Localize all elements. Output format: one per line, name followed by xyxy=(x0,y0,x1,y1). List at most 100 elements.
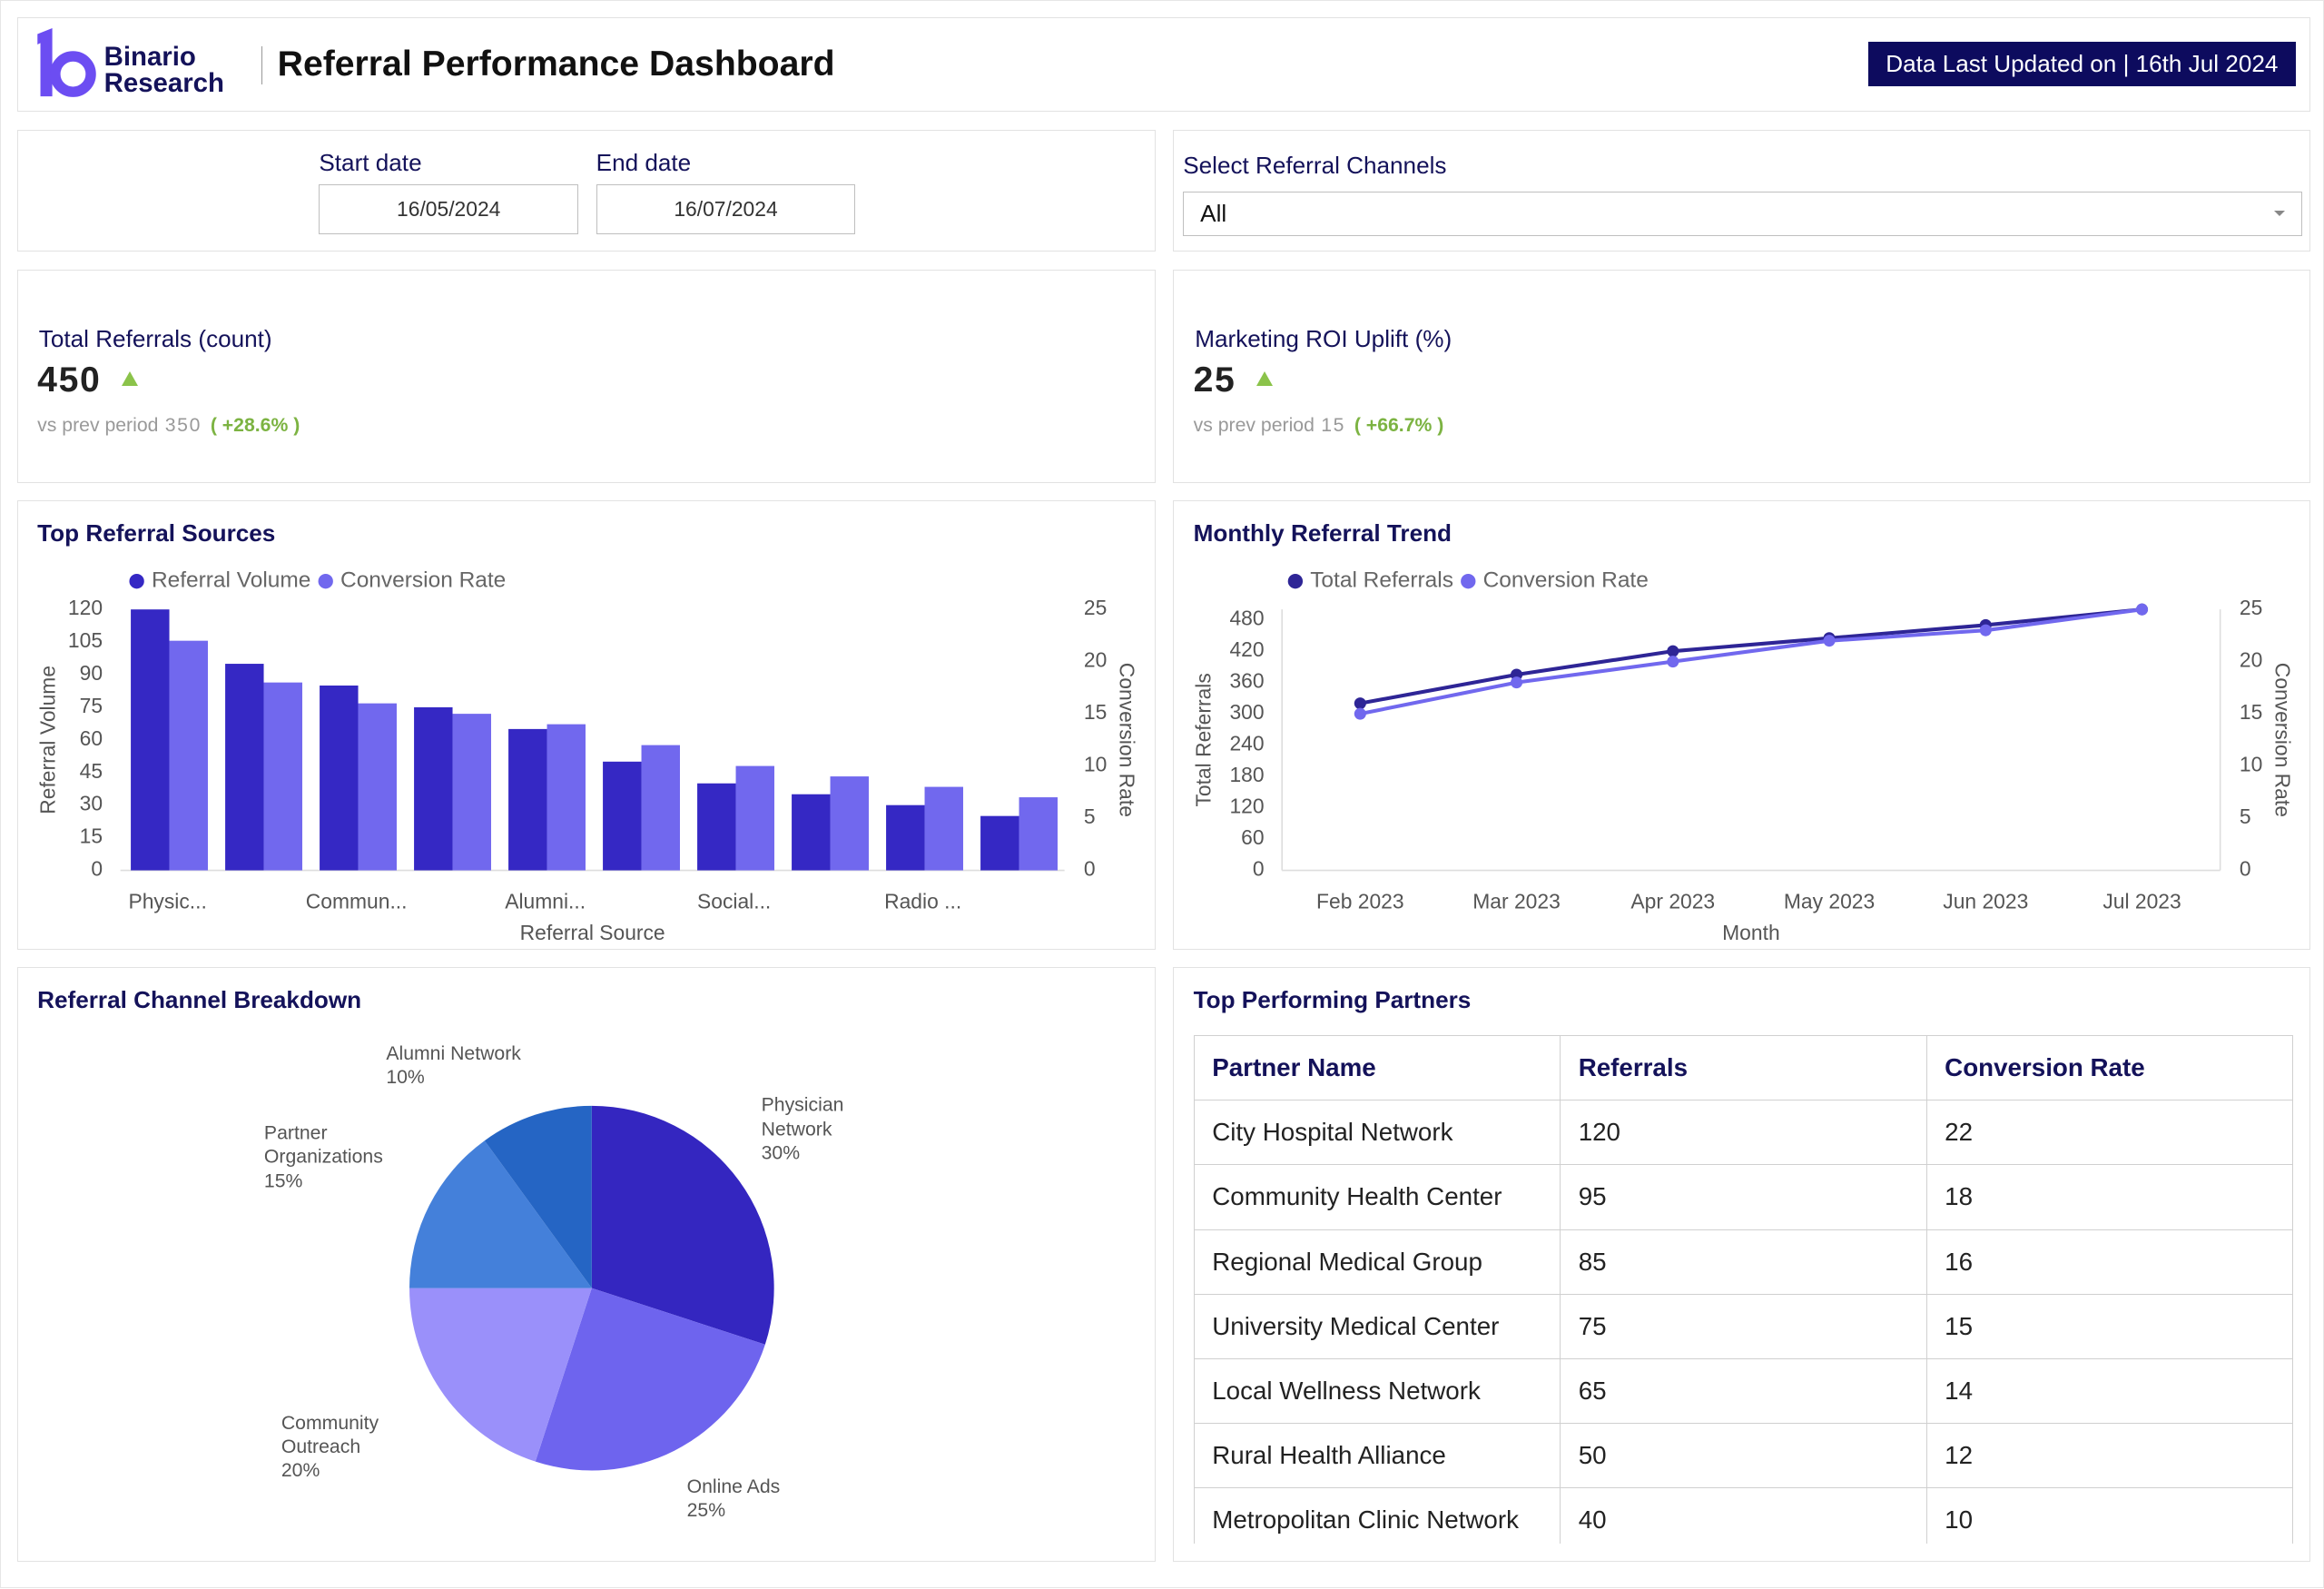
bar xyxy=(263,682,302,871)
y-tick-label: 120 xyxy=(1230,794,1265,818)
point xyxy=(1823,635,1836,647)
table-row: Regional Medical Group 85 16 xyxy=(1193,1229,2294,1295)
y2-tick-label: 25 xyxy=(2240,596,2262,619)
table-cell: University Medical Center xyxy=(1193,1293,1561,1359)
slice-label: Alumni Network 10% xyxy=(386,1041,527,1089)
bar xyxy=(320,686,359,871)
table-cell: 22 xyxy=(1925,1100,2294,1166)
x-axis-title: Referral Source xyxy=(520,921,665,944)
table-cell: Local Wellness Network xyxy=(1193,1357,1561,1425)
pie-slice xyxy=(535,1288,765,1471)
pie-slice xyxy=(591,1106,774,1346)
table-cell: 65 xyxy=(1560,1357,1927,1425)
slice-name: Physician Network xyxy=(761,1095,844,1140)
legend-label: Referral Volume xyxy=(152,568,310,593)
table-cell: 95 xyxy=(1560,1164,1927,1230)
pie-slice xyxy=(484,1106,592,1289)
kpi-compare: vs prev period 350 ( +28.6% ) xyxy=(37,410,300,438)
table-cell: 85 xyxy=(1560,1229,1927,1295)
channel-select[interactable]: All xyxy=(1183,191,2302,236)
x-tick-label: Feb 2023 xyxy=(1316,890,1404,913)
legend-marker xyxy=(129,574,144,589)
table-row: University Medical Center 75 15 xyxy=(1193,1293,2294,1359)
x-tick-label: Mar 2023 xyxy=(1473,890,1561,913)
filter-label: End date xyxy=(596,148,692,176)
bar xyxy=(225,664,264,871)
y-tick-label: 60 xyxy=(80,726,103,750)
table-row: Local Wellness Network 65 14 xyxy=(1193,1357,2294,1425)
table-cell: Community Health Center xyxy=(1193,1164,1561,1230)
point xyxy=(1511,676,1523,689)
logo-line: Binario xyxy=(103,41,196,72)
bar xyxy=(508,729,547,871)
chart-title: Referral Channel Breakdown xyxy=(37,986,362,1014)
kpi-prev: 350 xyxy=(164,414,202,436)
divider xyxy=(261,45,263,85)
y-tick-label: 240 xyxy=(1230,732,1265,755)
table-cell: 40 xyxy=(1560,1487,1927,1544)
bar xyxy=(697,783,736,871)
line xyxy=(1360,607,2143,716)
y-tick-label: 360 xyxy=(1230,669,1265,693)
table-cell: 75 xyxy=(1560,1293,1927,1359)
kpi-card: Total Referrals (count) 450 vs prev peri… xyxy=(16,269,1156,483)
bar xyxy=(830,776,869,871)
kpi-row: 25 xyxy=(1194,360,1274,400)
chart: 0 60 120 180 240 300 360 420 480 0 5 10 15 20 25 Feb 20… xyxy=(1192,568,2295,944)
bar xyxy=(735,765,774,871)
y-axis-title: Referral Volume xyxy=(35,666,59,814)
legend-marker xyxy=(1461,574,1476,589)
y-tick-label: 180 xyxy=(1230,763,1265,786)
kpi-compare: vs prev period 15 ( +66.7% ) xyxy=(1194,410,1444,438)
slice-name: Alumni Network xyxy=(386,1042,521,1064)
table-row: Rural Health Alliance 50 12 xyxy=(1193,1423,2294,1489)
filter-label: Select Referral Channels xyxy=(1183,151,1447,179)
table-row: Community Health Center 95 18 xyxy=(1193,1164,2294,1230)
table-cell: City Hospital Network xyxy=(1193,1100,1561,1166)
partners-table: Partner Name Referrals Conversion Rate City… xyxy=(1193,1034,2294,1544)
kpi-prev: 15 xyxy=(1321,414,1346,436)
table-cell: Metropolitan Clinic Network xyxy=(1193,1487,1561,1544)
chart-title: Top Referral Sources xyxy=(37,518,276,547)
slice-percent: 10% xyxy=(386,1066,425,1088)
slice-label: Partner Organizations 15% xyxy=(264,1122,405,1193)
y2-tick-label: 20 xyxy=(1084,648,1107,672)
y-tick-label: 480 xyxy=(1230,607,1265,630)
bar xyxy=(980,815,1019,871)
x-tick-label: Commun... xyxy=(306,890,408,913)
point xyxy=(1354,697,1367,710)
y2-tick-label: 5 xyxy=(2240,804,2251,828)
bar xyxy=(169,640,208,871)
kpi-label: Marketing ROI Uplift (%) xyxy=(1195,324,1452,352)
bar xyxy=(792,794,831,871)
x-tick-label: Apr 2023 xyxy=(1631,890,1716,913)
column-header: Partner Name xyxy=(1193,1034,1561,1101)
dashboard-title: Referral Performance Dashboard xyxy=(277,44,835,84)
logo-text: Binario Research xyxy=(104,44,224,97)
date-input[interactable]: 16/07/2024 xyxy=(596,183,856,235)
y-tick-label: 90 xyxy=(80,661,103,685)
x-tick-label: Social... xyxy=(697,890,771,913)
table-cell: 50 xyxy=(1560,1423,1927,1489)
table-cell: 14 xyxy=(1925,1357,2294,1425)
chart-card: Referral Channel Breakdown Physician Net… xyxy=(16,967,1156,1563)
y2-tick-label: 10 xyxy=(2240,753,2262,776)
table-cell: 120 xyxy=(1560,1100,1927,1166)
date-input[interactable]: 16/05/2024 xyxy=(319,183,579,235)
updated-badge: Data Last Updated on | 16th Jul 2024 xyxy=(1867,42,2296,87)
y-tick-label: 120 xyxy=(68,596,103,619)
date-filter: Start date 16/05/2024 End date 16/07/202… xyxy=(16,130,1156,252)
slice-label: Physician Network 30% xyxy=(762,1094,902,1165)
y2-tick-label: 0 xyxy=(1084,857,1096,881)
table-cell: 16 xyxy=(1925,1229,2294,1295)
logo-icon xyxy=(37,28,96,98)
slice-name: Partner Organizations xyxy=(263,1122,383,1169)
header: Binario Research Referral Performance Da… xyxy=(16,16,2310,113)
kpi-prev-label: vs prev period xyxy=(1193,414,1315,436)
caret xyxy=(2273,211,2285,216)
kpi-card: Marketing ROI Uplift (%) 25 vs prev peri… xyxy=(1173,269,2310,483)
table-cell: 10 xyxy=(1925,1487,2294,1544)
y-tick-label: 300 xyxy=(1230,700,1265,724)
